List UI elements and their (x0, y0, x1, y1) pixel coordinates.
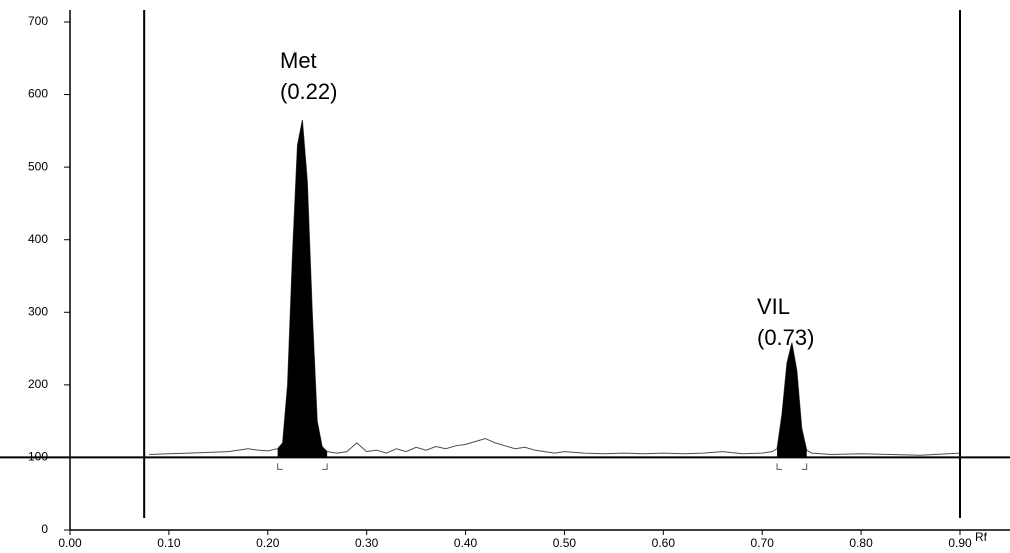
x-tick-label: 0.20 (256, 536, 280, 550)
x-tick-label: 0.40 (454, 536, 478, 550)
trace-line (149, 119, 961, 456)
peak-annotation: Met (280, 48, 317, 73)
x-tick-label: 0.30 (355, 536, 379, 550)
x-tick-label: 0.70 (751, 536, 775, 550)
peak-area (777, 342, 807, 458)
peak-annotation: (0.22) (280, 79, 337, 104)
x-tick-label: 0.00 (58, 536, 82, 550)
integration-bracket (277, 463, 328, 470)
peak-annotation: (0.73) (757, 325, 814, 350)
y-tick-label: 300 (28, 304, 48, 318)
y-tick-label: 600 (28, 87, 48, 101)
x-tick-label: 0.80 (849, 536, 873, 550)
y-tick-label: 200 (28, 377, 48, 391)
x-axis-label: Rf (975, 530, 988, 544)
y-tick-label: 700 (28, 14, 48, 28)
y-tick-label: 0 (41, 522, 48, 536)
y-tick-label: 500 (28, 159, 48, 173)
integration-bracket (776, 463, 808, 470)
peak-annotation: VIL (757, 294, 790, 319)
y-tick-label: 400 (28, 232, 48, 246)
x-tick-label: 0.10 (157, 536, 181, 550)
x-tick-label: 0.60 (652, 536, 676, 550)
peak-area (277, 119, 328, 458)
x-tick-label: 0.90 (948, 536, 972, 550)
x-tick-label: 0.50 (553, 536, 577, 550)
